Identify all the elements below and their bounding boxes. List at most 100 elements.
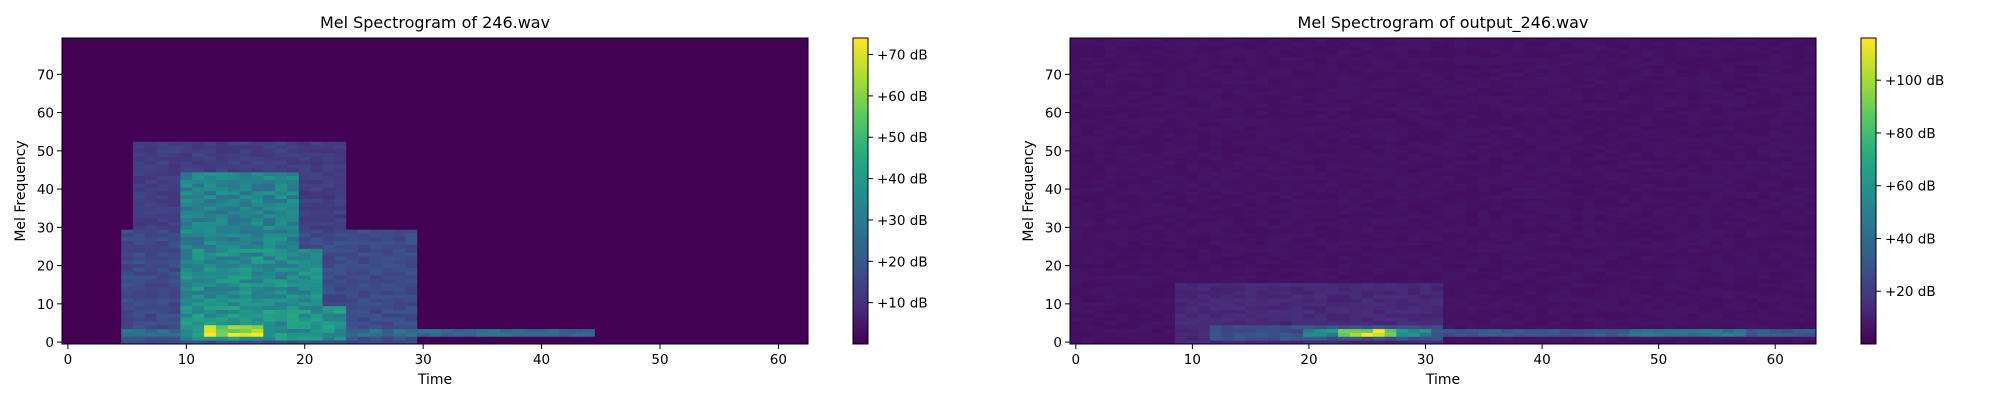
heatmap-cell <box>298 233 312 238</box>
heatmap-cell <box>215 191 229 196</box>
heatmap-cell <box>665 45 679 50</box>
heatmap-cell <box>701 248 714 253</box>
heatmap-cell <box>263 294 276 299</box>
heatmap-cell <box>618 125 631 131</box>
heatmap-cell <box>713 278 726 284</box>
heatmap-cell <box>772 221 785 226</box>
heatmap-cell <box>701 244 714 249</box>
heatmap-cell <box>156 198 169 203</box>
heatmap-cell <box>736 129 750 135</box>
heatmap-cell <box>440 313 454 318</box>
heatmap-cell <box>583 137 596 142</box>
heatmap-cell <box>784 275 797 280</box>
heatmap-cell <box>665 263 679 268</box>
heatmap-cell <box>760 76 773 81</box>
heatmap-cell <box>322 202 335 207</box>
heatmap-cell <box>583 301 596 307</box>
heatmap-cell <box>547 45 560 50</box>
heatmap-cell <box>511 164 525 169</box>
heatmap-cell <box>121 259 134 265</box>
heatmap-cell <box>215 87 229 92</box>
heatmap-cell <box>346 275 359 280</box>
heatmap-cell <box>772 118 785 123</box>
heatmap-cell <box>665 248 679 253</box>
heatmap-cell <box>547 210 560 215</box>
heatmap-cell <box>772 179 785 184</box>
heatmap-cell <box>725 179 738 184</box>
heatmap-cell <box>144 106 158 112</box>
heatmap-cell <box>180 248 193 253</box>
heatmap-cell <box>677 236 690 242</box>
heatmap-cell <box>109 152 122 157</box>
heatmap-cell <box>369 313 383 318</box>
heatmap-cell <box>227 187 241 192</box>
heatmap-cell <box>286 221 300 226</box>
heatmap-cell <box>748 45 762 50</box>
heatmap-cell <box>275 313 288 318</box>
heatmap-cell <box>523 72 537 77</box>
heatmap-cell <box>215 99 229 104</box>
heatmap-cell <box>689 118 702 123</box>
heatmap-cell <box>275 68 288 73</box>
heatmap-cell <box>405 64 418 69</box>
heatmap-cell <box>464 294 477 299</box>
heatmap-cell <box>286 133 300 138</box>
heatmap-cell <box>476 129 489 135</box>
heatmap-cell <box>310 168 323 173</box>
heatmap-cell <box>725 87 738 92</box>
heatmap-cell <box>251 64 264 69</box>
heatmap-cell <box>677 45 690 50</box>
heatmap-cell <box>736 233 750 238</box>
heatmap-cell <box>85 148 98 154</box>
heatmap-cell <box>180 328 193 333</box>
heatmap-cell <box>689 49 702 54</box>
heatmap-cell <box>204 57 217 62</box>
heatmap-cell <box>429 217 442 222</box>
heatmap-cell <box>618 99 631 104</box>
heatmap-cell <box>571 160 584 165</box>
heatmap-cell <box>251 45 264 50</box>
heatmap-cell <box>476 141 489 146</box>
heatmap-cell <box>547 286 560 291</box>
heatmap-cell <box>748 278 762 284</box>
heatmap-cell <box>689 298 702 303</box>
heatmap-cell <box>452 183 465 188</box>
heatmap-cell <box>369 328 383 333</box>
heatmap-cell <box>511 129 525 135</box>
heatmap-cell <box>346 321 359 326</box>
heatmap-cell <box>156 236 169 242</box>
heatmap-cell <box>180 309 193 314</box>
heatmap-cell <box>215 49 229 54</box>
heatmap-cell <box>192 309 205 314</box>
heatmap-cell <box>583 87 596 92</box>
heatmap-cell <box>62 91 75 96</box>
heatmap-cell <box>725 72 738 77</box>
heatmap-cell <box>239 45 252 50</box>
heatmap-cell <box>393 240 406 245</box>
heatmap-cell <box>275 156 288 161</box>
heatmap-cell <box>689 286 702 291</box>
heatmap-cell <box>464 125 477 131</box>
heatmap-cell <box>725 244 738 249</box>
heatmap-cell <box>251 148 264 154</box>
heatmap-cell <box>488 313 501 318</box>
heatmap-cell <box>97 217 110 222</box>
heatmap-cell <box>97 271 110 276</box>
heatmap-cell <box>677 202 690 207</box>
heatmap-cell <box>618 336 631 341</box>
heatmap-cell <box>275 80 288 85</box>
heatmap-cell <box>121 324 134 330</box>
heatmap-cell <box>736 336 750 341</box>
heatmap-cell <box>192 340 205 345</box>
heatmap-cell <box>689 152 702 157</box>
heatmap-cell <box>760 57 773 62</box>
heatmap-cell <box>204 122 217 127</box>
heatmap-cell <box>227 213 241 219</box>
heatmap-cell <box>97 286 110 291</box>
heatmap-cell <box>286 267 300 272</box>
heatmap-cell <box>523 244 537 249</box>
heatmap-cell <box>594 175 608 180</box>
heatmap-cell <box>464 53 477 58</box>
heatmap-cell <box>298 236 312 242</box>
heatmap-cell <box>417 298 430 303</box>
